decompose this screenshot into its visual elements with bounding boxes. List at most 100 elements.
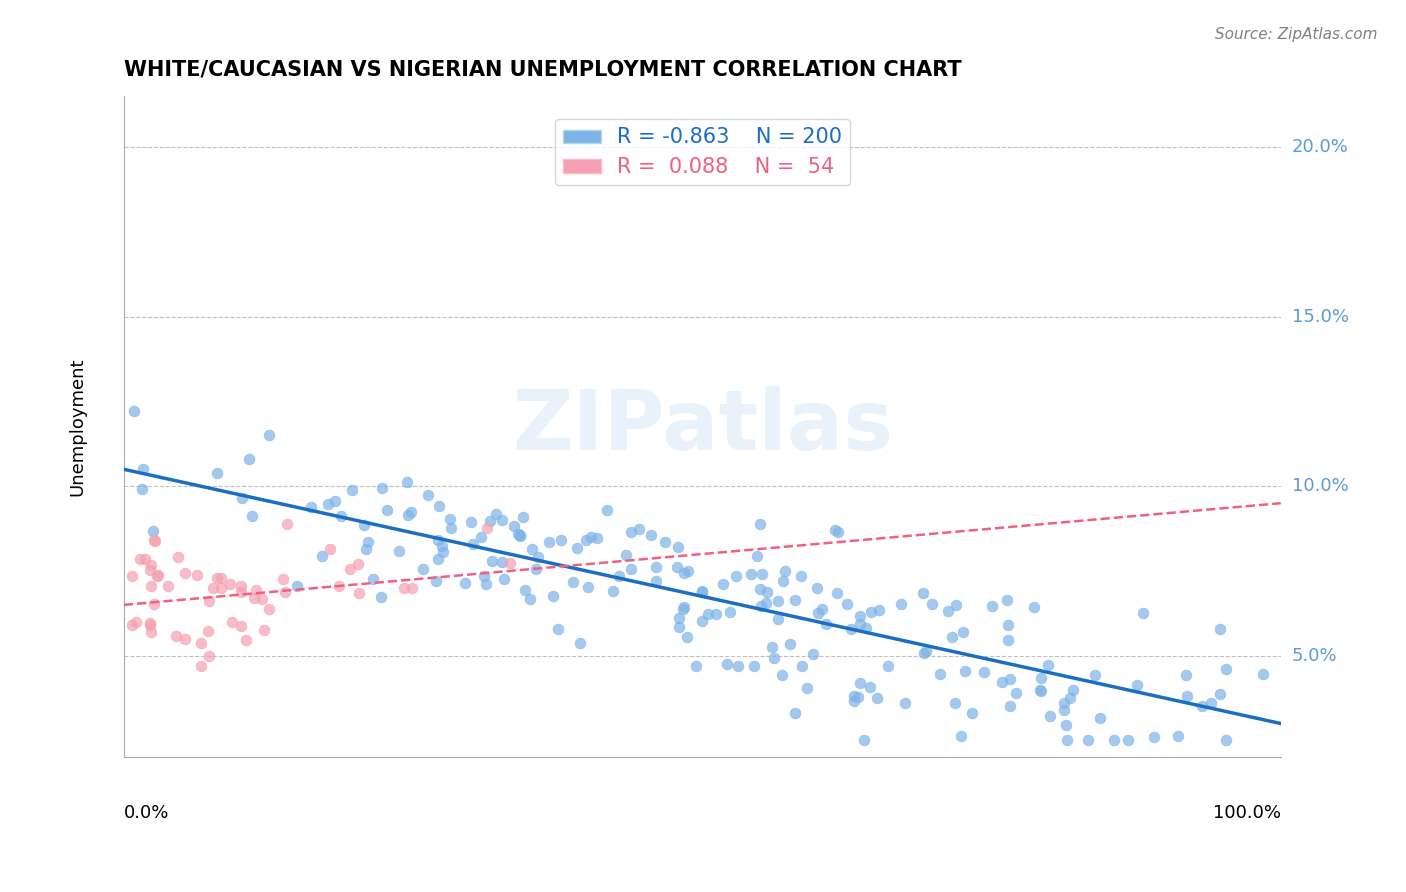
Point bbox=[690, 583, 713, 598]
Point bbox=[668, 611, 690, 625]
Point bbox=[1004, 686, 1026, 700]
Point bbox=[209, 581, 232, 595]
Point bbox=[645, 560, 668, 574]
Point bbox=[527, 549, 550, 564]
Point bbox=[166, 549, 188, 564]
Point bbox=[725, 568, 748, 582]
Point bbox=[121, 617, 143, 632]
Point bbox=[347, 557, 370, 571]
Point bbox=[755, 585, 778, 599]
Point bbox=[506, 526, 529, 541]
Point bbox=[1143, 730, 1166, 744]
Point bbox=[503, 519, 526, 533]
Point bbox=[347, 586, 370, 600]
Point bbox=[811, 602, 834, 616]
Text: 20.0%: 20.0% bbox=[1292, 138, 1348, 156]
Point bbox=[995, 592, 1018, 607]
Point bbox=[766, 593, 789, 607]
Point bbox=[844, 694, 866, 708]
Point bbox=[426, 552, 449, 566]
Point bbox=[1191, 699, 1213, 714]
Point bbox=[461, 537, 484, 551]
Point bbox=[1036, 657, 1059, 672]
Point bbox=[673, 600, 696, 615]
Point bbox=[668, 540, 690, 554]
Point bbox=[219, 577, 242, 591]
Point bbox=[1029, 682, 1052, 697]
Point bbox=[716, 657, 738, 671]
Point bbox=[229, 618, 252, 632]
Point bbox=[749, 517, 772, 532]
Point bbox=[190, 659, 212, 673]
Point bbox=[425, 574, 447, 589]
Point bbox=[815, 617, 838, 632]
Point bbox=[790, 568, 813, 582]
Point bbox=[470, 530, 492, 544]
Point bbox=[749, 582, 772, 596]
Point bbox=[328, 578, 350, 592]
Point bbox=[779, 637, 801, 651]
Point bbox=[323, 493, 346, 508]
Point bbox=[550, 533, 572, 547]
Point bbox=[614, 548, 637, 562]
Point bbox=[509, 529, 531, 543]
Point bbox=[319, 542, 342, 557]
Point bbox=[855, 620, 877, 634]
Point bbox=[562, 575, 585, 590]
Point bbox=[134, 552, 156, 566]
Point bbox=[515, 582, 537, 597]
Text: ZIPatlas: ZIPatlas bbox=[512, 386, 893, 467]
Point bbox=[132, 462, 155, 476]
Point bbox=[1167, 730, 1189, 744]
Point bbox=[955, 664, 977, 678]
Point bbox=[837, 598, 859, 612]
Point bbox=[131, 482, 153, 496]
Point bbox=[491, 513, 513, 527]
Point bbox=[202, 581, 225, 595]
Point bbox=[139, 558, 162, 573]
Point bbox=[311, 549, 333, 563]
Point bbox=[640, 528, 662, 542]
Point bbox=[394, 581, 416, 595]
Point bbox=[197, 624, 219, 638]
Point bbox=[654, 534, 676, 549]
Point bbox=[1031, 671, 1053, 685]
Point bbox=[783, 706, 806, 721]
Point bbox=[1029, 684, 1052, 698]
Point bbox=[401, 581, 423, 595]
Point bbox=[1209, 622, 1232, 636]
Point bbox=[825, 586, 848, 600]
Point bbox=[668, 620, 690, 634]
Point bbox=[936, 604, 959, 618]
Point bbox=[607, 569, 630, 583]
Point bbox=[547, 622, 569, 636]
Point bbox=[250, 592, 273, 607]
Point bbox=[1062, 683, 1084, 698]
Point bbox=[342, 483, 364, 498]
Point bbox=[1201, 696, 1223, 710]
Point bbox=[396, 508, 419, 522]
Point bbox=[512, 510, 534, 524]
Point bbox=[370, 590, 392, 604]
Point bbox=[1126, 678, 1149, 692]
Point bbox=[221, 615, 243, 630]
Point bbox=[416, 488, 439, 502]
Point bbox=[579, 530, 602, 544]
Point bbox=[846, 690, 869, 704]
Point bbox=[690, 614, 713, 628]
Point bbox=[1088, 711, 1111, 725]
Point bbox=[141, 625, 163, 640]
Point bbox=[121, 569, 143, 583]
Point bbox=[742, 659, 765, 673]
Point bbox=[676, 564, 699, 578]
Point bbox=[427, 499, 450, 513]
Point bbox=[139, 618, 162, 632]
Point bbox=[894, 696, 917, 710]
Point bbox=[519, 592, 541, 607]
Point bbox=[142, 533, 165, 548]
Point bbox=[491, 555, 513, 569]
Point bbox=[751, 566, 773, 581]
Text: Source: ZipAtlas.com: Source: ZipAtlas.com bbox=[1215, 27, 1378, 42]
Point bbox=[586, 532, 609, 546]
Point bbox=[412, 562, 434, 576]
